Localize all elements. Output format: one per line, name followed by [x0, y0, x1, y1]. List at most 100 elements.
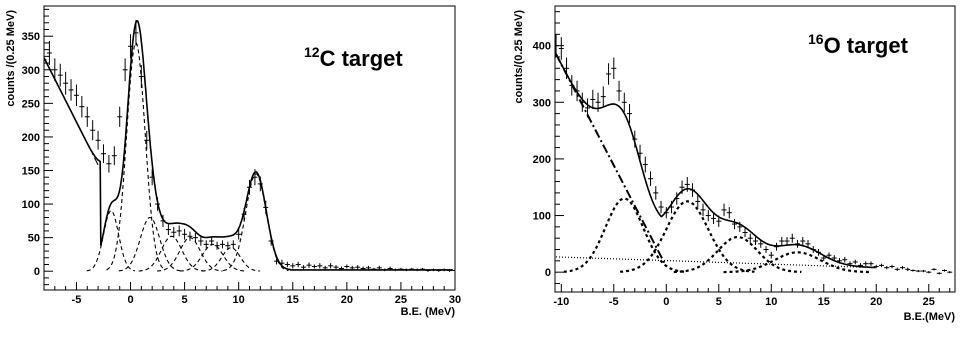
data-point [795, 239, 801, 248]
data-point [726, 207, 732, 219]
peak-component-curve [201, 247, 261, 272]
plot-frame [554, 5, 956, 293]
data-point [868, 261, 874, 266]
data-point [632, 130, 638, 148]
data-point [338, 266, 344, 271]
peak-component-curve [86, 210, 136, 272]
target-label-superscript: 16 [808, 31, 824, 47]
data-point [355, 265, 361, 270]
x-axis-label: B.E.(MeV) [904, 311, 956, 323]
data-point [879, 263, 885, 268]
data-point [301, 265, 307, 270]
data-point [564, 57, 570, 80]
data-point [574, 80, 580, 102]
data-point [452, 269, 455, 272]
y-tick-label: 100 [22, 199, 40, 211]
data-point [700, 203, 706, 217]
data-point [236, 228, 242, 240]
data-point [679, 180, 685, 195]
data-point [921, 269, 927, 273]
data-point [747, 233, 753, 243]
x-tick-label: 25 [395, 294, 407, 306]
data-point [311, 264, 317, 269]
data-point [68, 79, 74, 101]
data-point [831, 255, 837, 261]
data-point [387, 266, 393, 271]
data-point [758, 239, 764, 248]
data-point [590, 89, 596, 110]
data-point [606, 63, 612, 85]
data-point [393, 268, 399, 272]
data-point [203, 240, 209, 249]
data-point [306, 262, 312, 268]
data-point [230, 240, 236, 249]
data-point [57, 63, 63, 87]
data-point [257, 176, 263, 192]
x-tick-label: -10 [553, 296, 569, 308]
total-fit-curve [555, 53, 876, 269]
data-point [784, 237, 790, 245]
data-point [889, 264, 895, 269]
peak-component-curve [223, 173, 289, 272]
y-axis-label: counts /(0.25 MeV) [5, 10, 17, 107]
x-tick-label: -5 [609, 296, 619, 308]
data-point [447, 269, 453, 272]
data-point [595, 92, 601, 112]
data-point [768, 251, 774, 259]
data-point [894, 267, 900, 272]
data-point [90, 120, 96, 141]
data-point [95, 130, 101, 150]
data-point [627, 103, 633, 124]
data-point [642, 156, 648, 173]
y-tick-label: 200 [533, 154, 551, 166]
data-point [349, 265, 355, 270]
data-point [430, 268, 436, 272]
data-point [365, 265, 371, 270]
data-point [111, 146, 117, 166]
data-point [842, 256, 848, 263]
data-point [403, 268, 409, 272]
data-point [441, 268, 447, 272]
data-point [905, 267, 911, 272]
data-point [295, 261, 301, 268]
data-point [117, 106, 123, 127]
y-tick-label: 50 [28, 233, 40, 245]
target-label-superscript: 12 [304, 44, 320, 60]
data-point [616, 80, 622, 102]
data-point [900, 265, 906, 270]
data-point [873, 264, 879, 269]
data-point [753, 237, 759, 245]
data-point [284, 261, 290, 268]
target-label: 16O target [808, 31, 909, 58]
data-point [805, 239, 811, 248]
data-point [209, 236, 215, 246]
data-point [789, 233, 795, 243]
peak-component-curve [619, 200, 755, 273]
data-point [63, 71, 69, 95]
data-point [716, 215, 722, 227]
data-point [219, 240, 225, 249]
data-point [585, 98, 591, 118]
y-tick-label: 0 [545, 267, 551, 279]
data-point [936, 272, 942, 275]
x-tick-label: 10 [765, 296, 777, 308]
data-point [420, 267, 426, 271]
data-point [611, 57, 617, 80]
data-point [376, 265, 382, 270]
data-point [247, 179, 252, 195]
data-point [737, 221, 743, 232]
data-point [192, 232, 198, 243]
y-tick-label: 150 [22, 165, 40, 177]
data-point [317, 263, 323, 269]
data-point [46, 40, 52, 66]
y-tick-label: 250 [22, 98, 40, 110]
data-point [268, 236, 274, 246]
data-point [328, 263, 334, 269]
data-point [658, 200, 664, 214]
data-point [621, 92, 627, 112]
data-point [171, 226, 177, 238]
data-point [279, 259, 285, 267]
data-point [837, 258, 843, 264]
data-point [44, 47, 47, 72]
